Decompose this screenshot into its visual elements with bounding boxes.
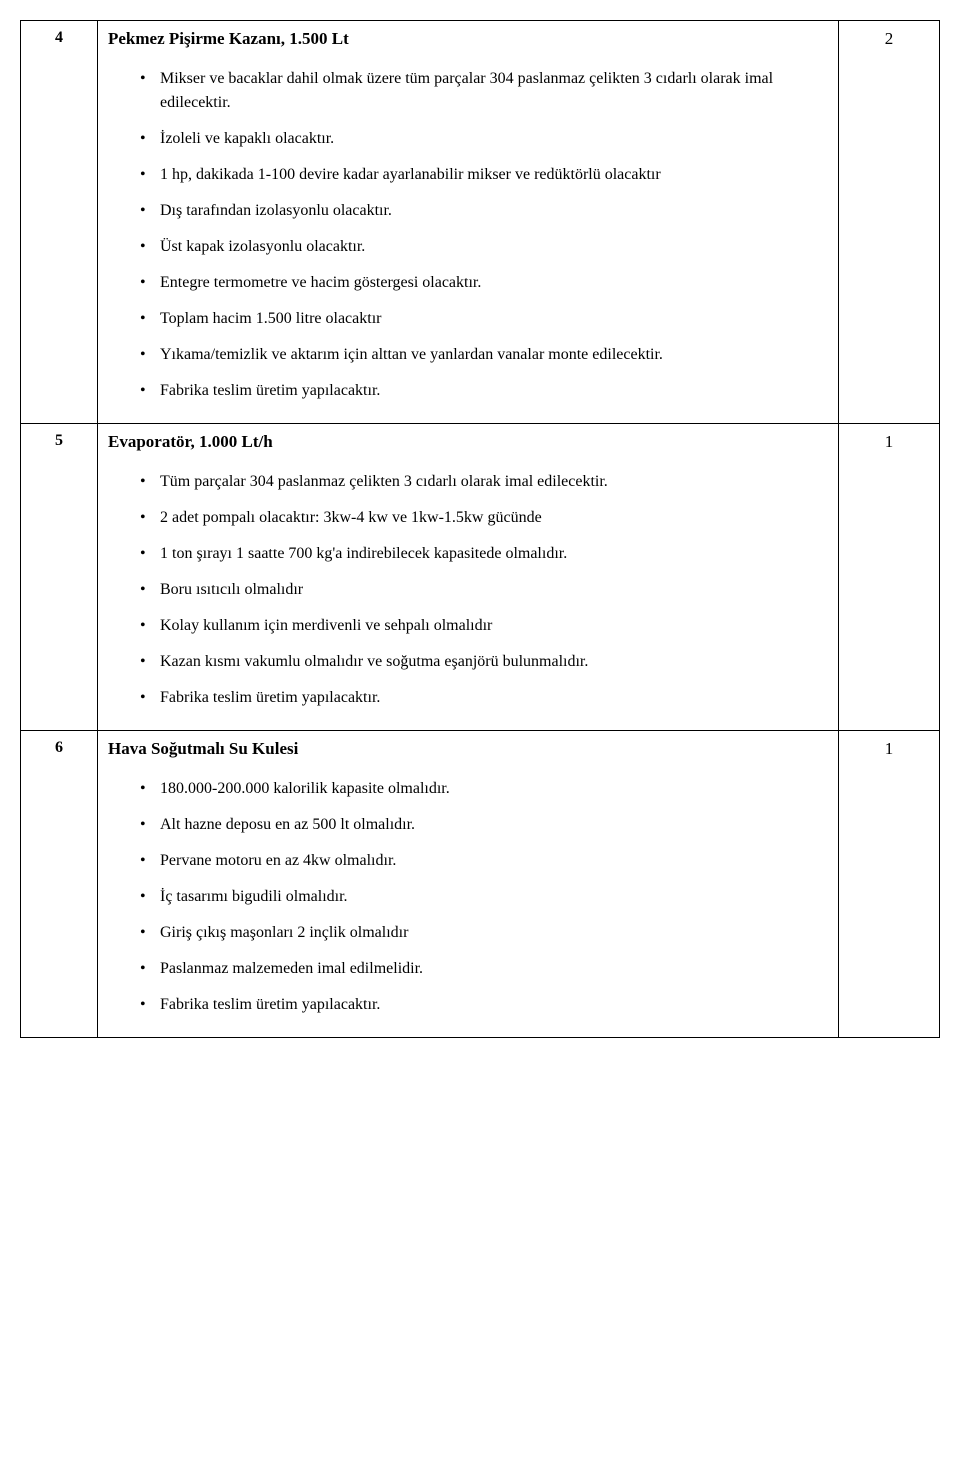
row-quantity: 1 <box>839 424 940 731</box>
bullet-list: 180.000-200.000 kalorilik kapasite olmal… <box>108 777 828 1017</box>
bullet-item: Fabrika teslim üretim yapılacaktır. <box>140 379 822 403</box>
bullet-item: Tüm parçalar 304 paslanmaz çelikten 3 cı… <box>140 470 822 494</box>
bullet-item: 2 adet pompalı olacaktır: 3kw-4 kw ve 1k… <box>140 506 822 530</box>
bullet-item: İç tasarımı bigudili olmalıdır. <box>140 885 822 909</box>
bullet-item: Fabrika teslim üretim yapılacaktır. <box>140 686 822 710</box>
bullet-item: Mikser ve bacaklar dahil olmak üzere tüm… <box>140 67 822 115</box>
bullet-item: Giriş çıkış maşonları 2 inçlik olmalıdır <box>140 921 822 945</box>
bullet-item: Üst kapak izolasyonlu olacaktır. <box>140 235 822 259</box>
row-quantity: 1 <box>839 731 940 1038</box>
bullet-item: Toplam hacim 1.500 litre olacaktır <box>140 307 822 331</box>
row-content: Evaporatör, 1.000 Lt/h Tüm parçalar 304 p… <box>98 424 839 731</box>
bullet-list: Tüm parçalar 304 paslanmaz çelikten 3 cı… <box>108 470 828 710</box>
row-title: Evaporatör, 1.000 Lt/h <box>108 432 828 452</box>
bullet-item: İzoleli ve kapaklı olacaktır. <box>140 127 822 151</box>
bullet-item: Dış tarafından izolasyonlu olacaktır. <box>140 199 822 223</box>
bullet-item: Boru ısıtıcılı olmalıdır <box>140 578 822 602</box>
row-title: Hava Soğutmalı Su Kulesi <box>108 739 828 759</box>
table-row: 6 Hava Soğutmalı Su Kulesi 180.000-200.000… <box>21 731 940 1038</box>
bullet-item: Kazan kısmı vakumlu olmalıdır ve soğutma… <box>140 650 822 674</box>
row-content: Hava Soğutmalı Su Kulesi 180.000-200.000 … <box>98 731 839 1038</box>
row-number: 4 <box>21 21 98 424</box>
bullet-item: Paslanmaz malzemeden imal edilmelidir. <box>140 957 822 981</box>
bullet-item: Yıkama/temizlik ve aktarım için alttan v… <box>140 343 822 367</box>
spec-table: 4 Pekmez Pişirme Kazanı, 1.500 Lt Mikser v… <box>20 20 940 1038</box>
row-content: Pekmez Pişirme Kazanı, 1.500 Lt Mikser ve… <box>98 21 839 424</box>
bullet-list: Mikser ve bacaklar dahil olmak üzere tüm… <box>108 67 828 403</box>
table-row: 5 Evaporatör, 1.000 Lt/h Tüm parçalar 304 … <box>21 424 940 731</box>
row-quantity: 2 <box>839 21 940 424</box>
bullet-item: Entegre termometre ve hacim göstergesi o… <box>140 271 822 295</box>
bullet-item: 1 hp, dakikada 1-100 devire kadar ayarla… <box>140 163 822 187</box>
bullet-item: 1 ton şırayı 1 saatte 700 kg'a indirebil… <box>140 542 822 566</box>
bullet-item: Alt hazne deposu en az 500 lt olmalıdır. <box>140 813 822 837</box>
table-row: 4 Pekmez Pişirme Kazanı, 1.500 Lt Mikser v… <box>21 21 940 424</box>
bullet-item: Fabrika teslim üretim yapılacaktır. <box>140 993 822 1017</box>
bullet-item: Kolay kullanım için merdivenli ve sehpal… <box>140 614 822 638</box>
row-number: 6 <box>21 731 98 1038</box>
bullet-item: 180.000-200.000 kalorilik kapasite olmal… <box>140 777 822 801</box>
bullet-item: Pervane motoru en az 4kw olmalıdır. <box>140 849 822 873</box>
row-number: 5 <box>21 424 98 731</box>
row-title: Pekmez Pişirme Kazanı, 1.500 Lt <box>108 29 828 49</box>
